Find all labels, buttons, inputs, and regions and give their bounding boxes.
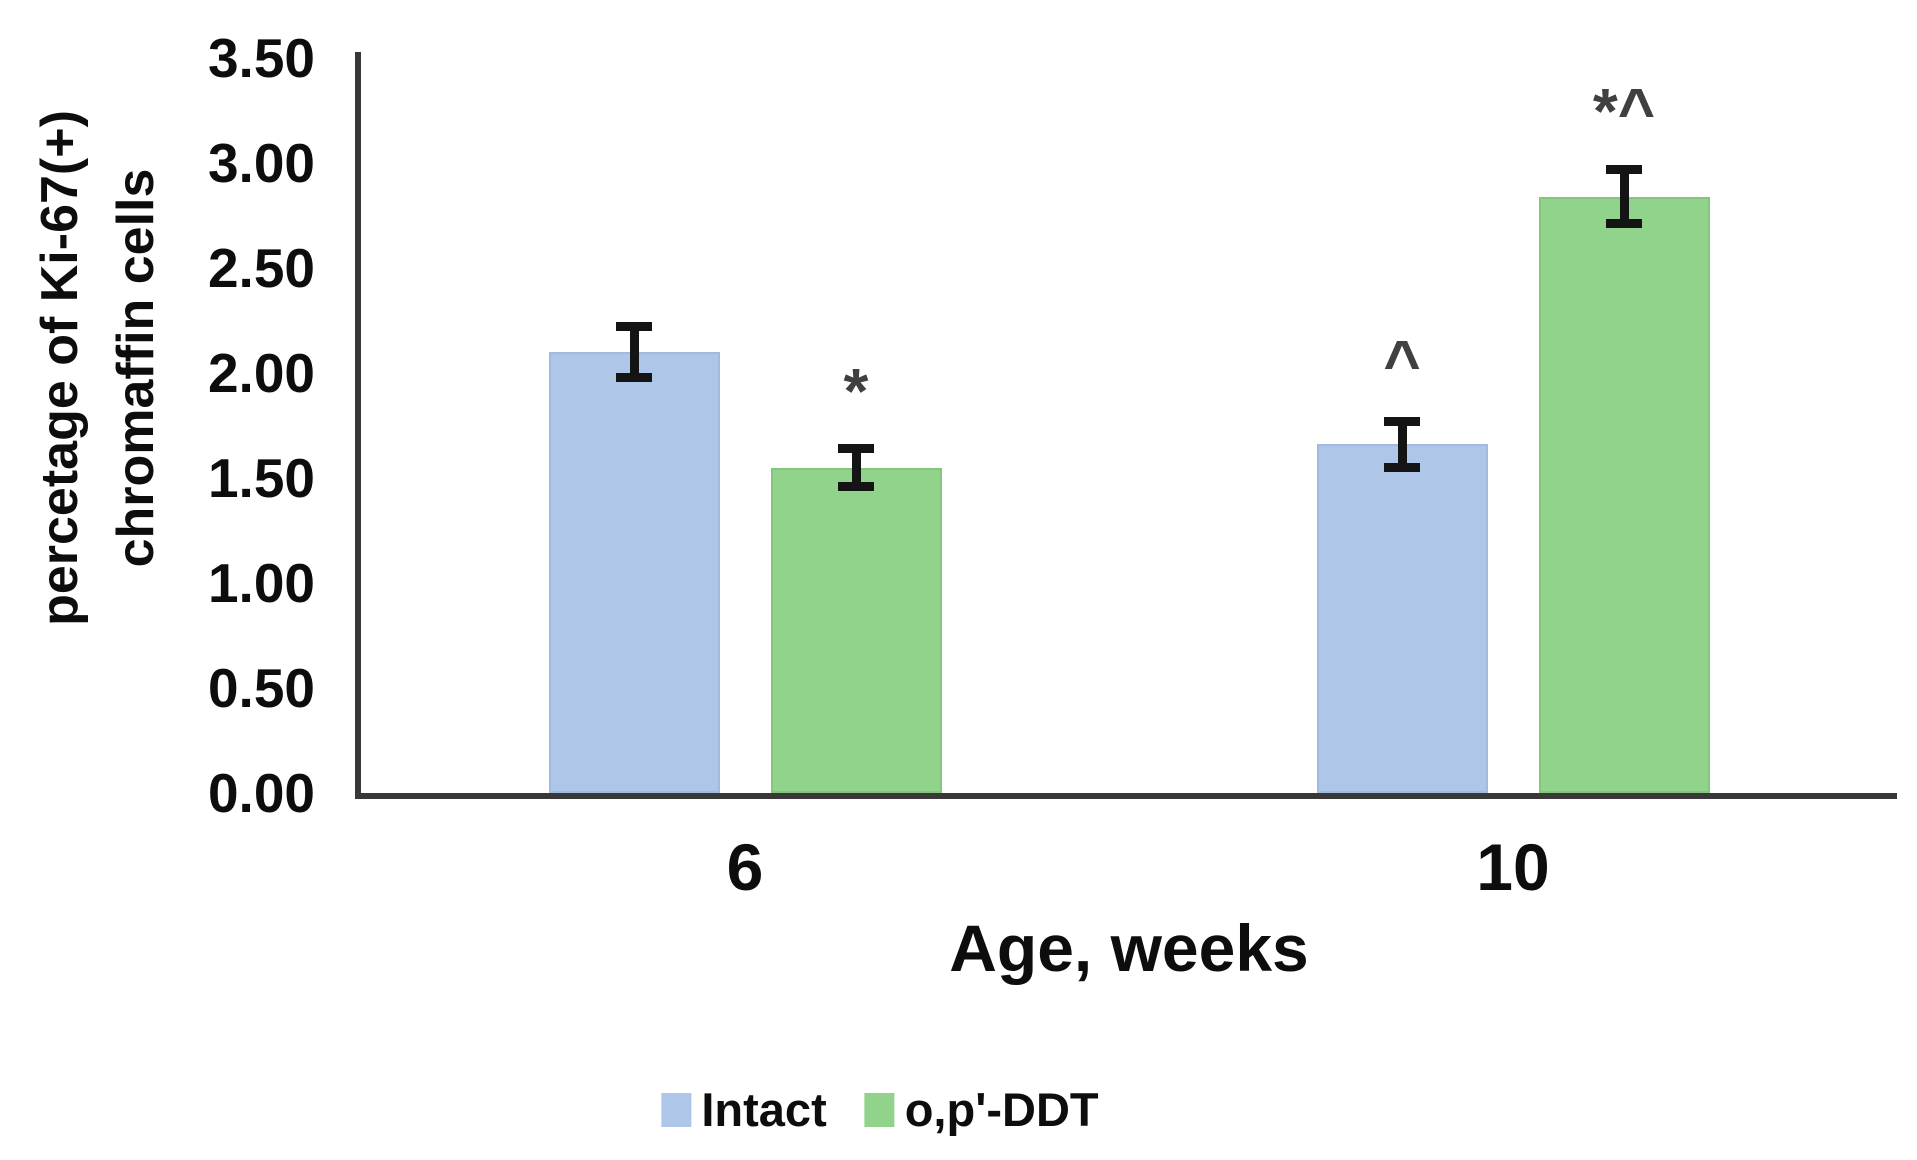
y-tick-label-3-50: 3.50 xyxy=(207,27,315,89)
legend-label-intact: Intact xyxy=(701,1083,827,1136)
x-category-label: 10 xyxy=(1476,830,1550,904)
error-bar-bottom-cap xyxy=(1384,463,1420,472)
error-bar-line xyxy=(1397,421,1407,468)
y-tick-label-2-00: 2.00 xyxy=(207,342,315,404)
error-bar-top-cap xyxy=(1606,164,1642,174)
error-bar-top-cap xyxy=(1384,416,1420,426)
error-bar-top-cap xyxy=(616,322,652,332)
legend-entry-intact: Intact xyxy=(661,1083,827,1137)
bar-o,p'-DDT-10 xyxy=(1538,196,1710,793)
plot-area: 6 * 10 ^ *^ xyxy=(355,52,1897,900)
legend-entry-op-ddt: o,p'-DDT xyxy=(864,1083,1099,1137)
bar-Intact-6 xyxy=(548,352,720,793)
legend-label-op-ddt: o,p'-DDT xyxy=(904,1083,1099,1136)
y-tick-label-0-50: 0.50 xyxy=(207,657,315,719)
bar-o,p'-DDT-6 xyxy=(770,467,942,793)
error-bar-line xyxy=(1619,169,1629,224)
error-bar-top-cap xyxy=(838,444,874,454)
y-tick-label-2-50: 2.50 xyxy=(207,237,315,299)
significance-annotation: * xyxy=(843,354,869,427)
error-bar-line xyxy=(851,448,861,487)
error-bar-bottom-cap xyxy=(838,481,874,491)
x-axis-title: Age, weeks xyxy=(949,911,1309,985)
legend-swatch-op-ddt xyxy=(864,1093,895,1127)
error-bar-bottom-cap xyxy=(1606,219,1642,229)
y-tick-label-1-00: 1.00 xyxy=(207,552,315,614)
y-tick-label-3-00: 3.00 xyxy=(207,132,315,194)
error-bar-bottom-cap xyxy=(616,372,652,382)
bar-Intact-10 xyxy=(1316,444,1488,793)
y-tick-label-0-00: 0.00 xyxy=(207,762,315,824)
y-tick-label-1-50: 1.50 xyxy=(207,447,315,509)
legend: Intact o,p'-DDT xyxy=(661,1083,1099,1137)
legend-swatch-intact xyxy=(661,1093,692,1127)
significance-annotation: ^ xyxy=(1383,327,1421,400)
x-category-label: 6 xyxy=(726,830,764,904)
error-bar-line xyxy=(629,326,639,378)
significance-annotation: *^ xyxy=(1592,75,1656,148)
